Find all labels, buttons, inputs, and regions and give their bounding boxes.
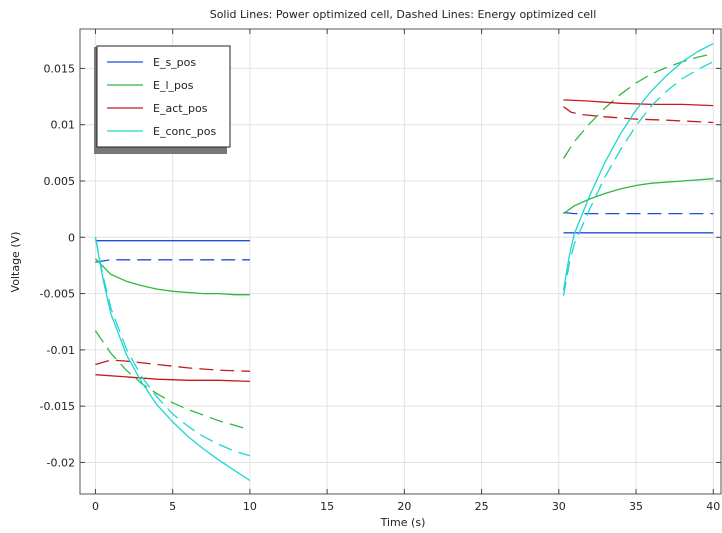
x-tick-label: 5	[169, 500, 176, 513]
x-tick-label: 10	[243, 500, 257, 513]
series-line-e-l-pos-dashed	[94, 330, 251, 431]
legend: E_s_pos E_l_pos E_act_pos E_conc_pos	[94, 45, 231, 154]
x-axis-label: Time (s)	[380, 516, 426, 529]
y-axis-label: Voltage (V)	[9, 232, 22, 293]
y-tick-label: -0.005	[40, 288, 75, 301]
chart-title: Solid Lines: Power optimized cell, Dashe…	[210, 8, 597, 21]
series-line-e-act-pos-solid	[95, 374, 250, 383]
series-line-e-l-pos-solid	[563, 178, 714, 215]
plot-area	[79, 28, 722, 495]
y-tick-label: -0.015	[40, 400, 75, 413]
y-tick-label: 0.01	[51, 119, 76, 132]
series-group	[94, 43, 714, 482]
y-tick-label: 0	[68, 231, 75, 244]
legend-label: E_s_pos	[153, 56, 196, 69]
y-tick-label: 0.015	[44, 62, 76, 75]
y-tick-label: -0.02	[47, 456, 75, 469]
x-tick-label: 20	[397, 500, 411, 513]
x-tick-label: 0	[92, 500, 99, 513]
x-axis: 0 5 10 15 20 25 30 35 40	[92, 29, 720, 513]
x-tick-label: 30	[552, 500, 566, 513]
y-tick-label: 0.005	[44, 175, 76, 188]
y-tick-label: -0.01	[47, 344, 75, 357]
y-axis: 0.015 0.01 0.005 0 -0.005 -0.01 -0.015 -0.02	[40, 62, 721, 469]
series-line-e-s-pos-dashed	[563, 211, 714, 215]
series-line-e-conc-pos-solid	[562, 43, 714, 291]
legend-label: E_conc_pos	[153, 125, 216, 138]
x-tick-label: 35	[629, 500, 643, 513]
legend-box	[96, 45, 231, 148]
legend-label: E_l_pos	[153, 79, 194, 92]
series-line-e-act-pos-solid	[563, 99, 714, 107]
series-line-e-l-pos-dashed	[562, 53, 714, 159]
x-tick-label: 25	[475, 500, 489, 513]
series-line-e-act-pos-dashed	[95, 359, 250, 372]
series-line-e-act-pos-dashed	[563, 106, 714, 124]
x-tick-label: 15	[320, 500, 334, 513]
legend-label: E_act_pos	[153, 102, 208, 115]
x-tick-label: 40	[706, 500, 720, 513]
series-line-e-conc-pos-solid	[94, 237, 251, 482]
series-line-e-conc-pos-dashed	[94, 237, 251, 457]
series-line-e-l-pos-solid	[94, 258, 250, 296]
series-line-e-conc-pos-dashed	[562, 61, 714, 296]
